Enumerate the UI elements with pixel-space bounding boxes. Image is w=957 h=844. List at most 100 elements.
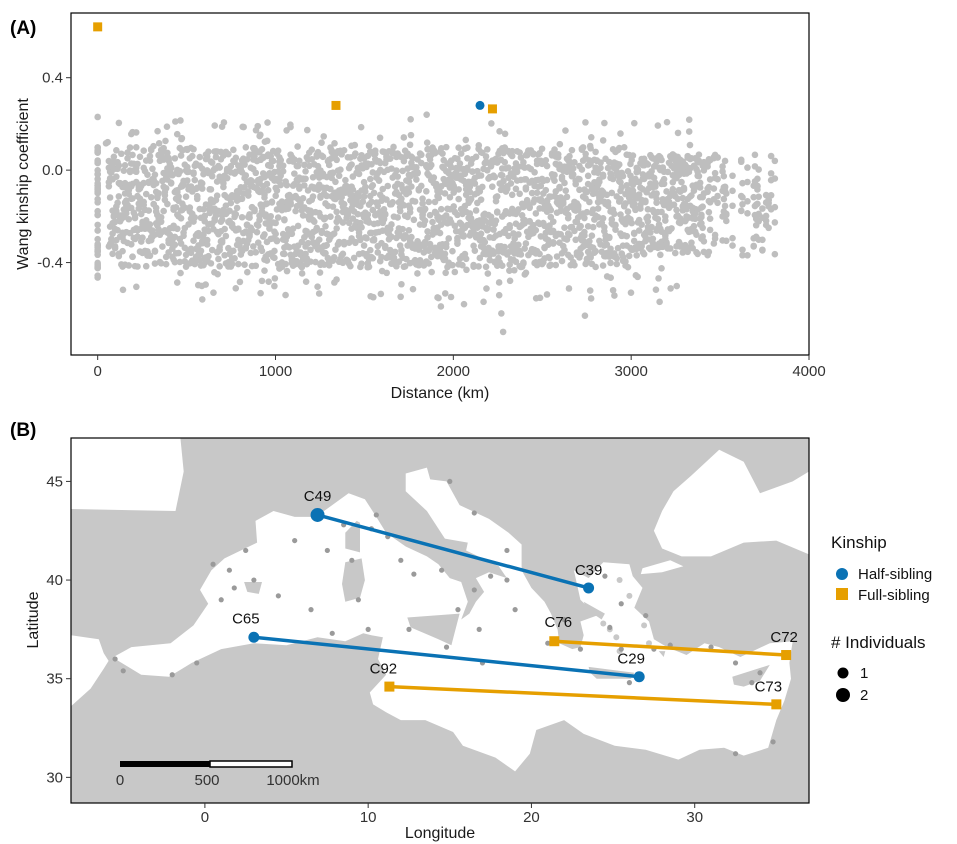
kinship-point <box>544 236 552 244</box>
kinship-point <box>301 161 308 169</box>
kinship-point <box>110 153 118 161</box>
kinship-point <box>652 286 660 294</box>
kinship-point <box>610 210 618 218</box>
kinship-point <box>239 123 246 131</box>
kinship-point <box>571 158 578 166</box>
site-marker-c73 <box>771 699 782 710</box>
kinship-point <box>547 206 555 214</box>
kinship-point <box>613 255 621 262</box>
kinship-point <box>437 145 445 152</box>
panel-a-x-ticks: 0 1000 2000 3000 4000 <box>94 355 826 380</box>
kinship-point <box>94 259 101 267</box>
kinship-point <box>222 202 230 210</box>
kinship-point <box>431 244 439 252</box>
kinship-point <box>205 148 212 155</box>
kinship-point <box>577 222 584 230</box>
kinship-point <box>335 172 343 180</box>
kinship-point <box>551 177 558 184</box>
kinship-point <box>299 195 307 202</box>
kinship-point <box>160 207 167 215</box>
kinship-point <box>486 256 494 264</box>
kinship-point <box>124 154 131 162</box>
kinship-point <box>115 119 123 127</box>
kinship-point <box>737 158 745 166</box>
kin-link-c92-c73 <box>387 684 779 707</box>
kinship-point <box>561 224 568 232</box>
panel-b-y-ticks: 30 35 40 45 <box>46 473 71 786</box>
aegean-island <box>616 577 623 584</box>
sea-of-marmara <box>640 560 684 575</box>
kinship-point <box>711 235 719 242</box>
kinship-point <box>482 153 490 160</box>
kinship-point <box>271 275 279 282</box>
kinship-point <box>352 239 359 247</box>
sample-site <box>439 567 445 573</box>
kinship-point <box>368 161 375 168</box>
kinship-point <box>308 146 316 153</box>
kinship-point <box>235 260 242 268</box>
kinship-point <box>191 176 199 184</box>
kinship-point <box>324 202 332 210</box>
y-tick-label: 40 <box>46 572 63 589</box>
kinship-point <box>228 260 236 268</box>
sample-site <box>251 577 257 583</box>
x-tick-label: 0 <box>94 363 102 380</box>
kinship-point <box>362 183 369 191</box>
kinship-point <box>542 186 550 194</box>
kinship-point <box>119 286 127 294</box>
kinship-point <box>276 265 283 272</box>
kinship-point <box>315 290 323 297</box>
kinship-point <box>283 127 290 134</box>
kinship-point <box>273 206 281 213</box>
kinship-point <box>421 205 429 213</box>
kinship-point <box>755 166 762 173</box>
kinship-point <box>340 200 348 208</box>
kinship-point <box>212 153 220 161</box>
kinship-point <box>368 198 375 206</box>
kinship-point <box>221 225 228 233</box>
kinship-point <box>454 211 461 219</box>
sample-site <box>561 616 567 623</box>
kinship-point <box>187 245 195 253</box>
sample-site <box>577 646 584 652</box>
kinship-point <box>484 146 491 153</box>
kinship-point <box>705 248 713 256</box>
kinship-point <box>273 187 281 194</box>
aegean-island <box>613 634 620 641</box>
kinship-point <box>594 213 602 221</box>
kinship-point <box>488 183 496 190</box>
kinship-point <box>619 172 627 180</box>
kinship-point <box>264 186 272 194</box>
kinship-point <box>586 237 593 245</box>
site-marker-c72 <box>781 650 792 661</box>
kinship-point <box>369 169 377 176</box>
kinship-point <box>279 167 287 175</box>
kinship-point <box>129 253 136 260</box>
kinship-point <box>447 293 455 301</box>
kinship-point <box>617 130 624 137</box>
kinship-point <box>323 241 331 249</box>
kinship-point <box>133 283 140 291</box>
kinship-point <box>320 133 328 140</box>
legend-size-1-symbol <box>837 667 849 679</box>
kinship-point <box>589 223 597 231</box>
legend-half-sibling-label: Half-sibling <box>858 566 932 583</box>
kinship-point <box>185 168 192 176</box>
sample-site <box>512 607 518 613</box>
kinship-point <box>521 216 528 224</box>
kinship-point <box>322 214 329 222</box>
kinship-point <box>147 193 155 201</box>
kinship-point <box>719 163 726 170</box>
kinship-point <box>205 252 212 260</box>
panel-a-tag: (A) <box>10 18 36 39</box>
kinship-point <box>423 111 430 118</box>
kinship-point <box>660 180 668 188</box>
sea-shapes <box>71 438 809 772</box>
kinship-point <box>140 179 148 187</box>
kinship-point <box>442 143 450 151</box>
kinship-point <box>551 171 558 179</box>
kinship-point <box>267 212 275 220</box>
kinship-point <box>113 146 120 154</box>
kinship-point <box>354 210 362 218</box>
kinship-point <box>607 274 614 282</box>
